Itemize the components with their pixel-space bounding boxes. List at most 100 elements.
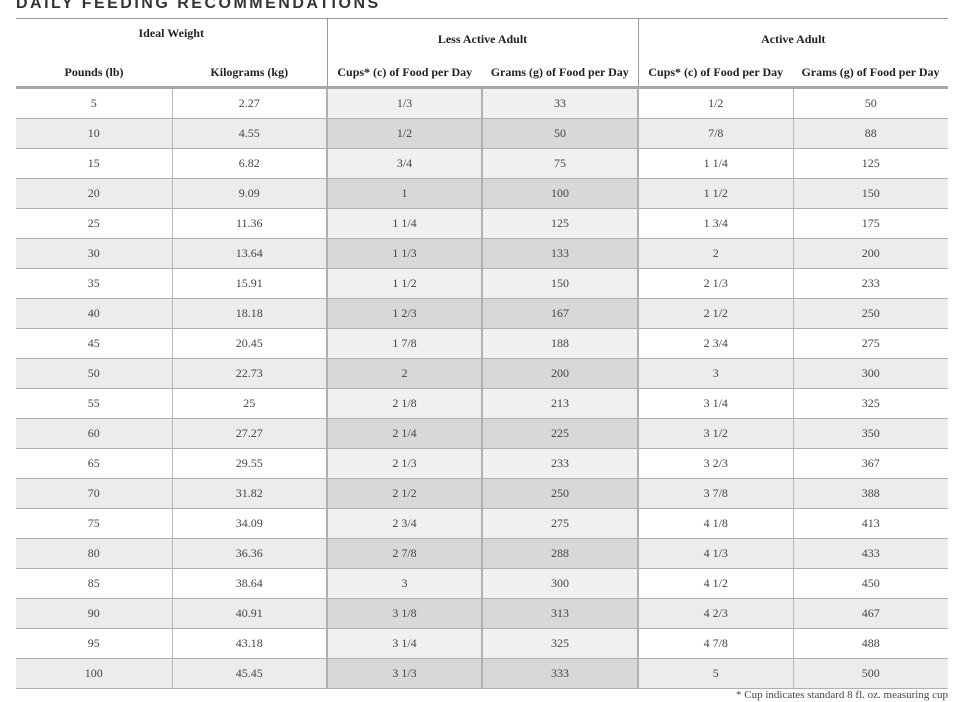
table-cell: 1 7/8 xyxy=(326,328,482,359)
table-cell: 36.36 xyxy=(171,538,327,569)
table-cell: 125 xyxy=(792,148,948,179)
feeding-table: Ideal Weight Less Active Adult Active Ad… xyxy=(16,18,948,689)
table-cell: 188 xyxy=(481,328,638,359)
table-cell: 300 xyxy=(792,358,948,389)
table-cell: 225 xyxy=(481,418,638,449)
table-cell: 40 xyxy=(16,298,172,329)
column-header: Grams (g) of Food per Day xyxy=(793,59,948,89)
table-cell: 133 xyxy=(481,238,638,269)
table-cell: 300 xyxy=(481,568,638,599)
table-cell: 1 1/4 xyxy=(326,208,482,239)
table-cell: 43.18 xyxy=(171,628,327,659)
column-header: Cups* (c) of Food per Day xyxy=(326,59,482,89)
table-cell: 22.73 xyxy=(171,358,327,389)
table-cell: 35 xyxy=(16,268,172,299)
table-cell: 45.45 xyxy=(171,658,327,689)
table-cell: 4 2/3 xyxy=(637,598,793,629)
table-cell: 29.55 xyxy=(171,448,327,479)
table-row: 5 2.27 1/3 33 1/2 50 xyxy=(16,87,948,119)
table-body: 5 2.27 1/3 33 1/2 50 10 4.55 1/2 50 7/8 88 15 6.82 3/4… xyxy=(16,87,948,689)
table-cell: 1 xyxy=(326,178,482,209)
table-cell: 85 xyxy=(16,568,172,599)
table-cell: 150 xyxy=(792,178,948,209)
table-cell: 3 xyxy=(637,358,793,389)
table-cell: 500 xyxy=(792,658,948,689)
table-row: 45 20.45 1 7/8 188 2 3/4 275 xyxy=(16,328,948,359)
table-cell: 1 1/2 xyxy=(326,268,482,299)
table-cell: 6.82 xyxy=(171,148,327,179)
table-cell: 31.82 xyxy=(171,478,327,509)
table-cell: 3 1/8 xyxy=(326,598,482,629)
group-header-ideal-weight: Ideal Weight xyxy=(138,26,204,40)
table-cell: 200 xyxy=(792,238,948,269)
table-cell: 18.18 xyxy=(171,298,327,329)
table-cell: 288 xyxy=(481,538,638,569)
table-cell: 25 xyxy=(171,388,327,419)
table-cell: 4 7/8 xyxy=(637,628,793,659)
column-header: Pounds (lb) xyxy=(16,59,172,89)
table-cell: 488 xyxy=(792,628,948,659)
table-cell: 60 xyxy=(16,418,172,449)
table-cell: 450 xyxy=(792,568,948,599)
table-cell: 50 xyxy=(792,87,948,119)
table-cell: 65 xyxy=(16,448,172,479)
table-cell: 20.45 xyxy=(171,328,327,359)
table-row: 85 38.64 3 300 4 1/2 450 xyxy=(16,568,948,599)
table-cell: 1/2 xyxy=(637,87,793,119)
table-row: 75 34.09 2 3/4 275 4 1/8 413 xyxy=(16,508,948,539)
table-cell: 2 1/2 xyxy=(637,298,793,329)
table-cell: 34.09 xyxy=(171,508,327,539)
column-header-row: Pounds (lb) Kilograms (kg) Cups* (c) of … xyxy=(16,59,948,89)
table-cell: 1/2 xyxy=(326,118,482,149)
table-row: 55 25 2 1/8 213 3 1/4 325 xyxy=(16,388,948,419)
table-cell: 167 xyxy=(481,298,638,329)
table-cell: 467 xyxy=(792,598,948,629)
group-header-active: Active Adult xyxy=(761,31,826,46)
table-cell: 50 xyxy=(481,118,638,149)
table-cell: 9.09 xyxy=(171,178,327,209)
table-cell: 388 xyxy=(792,478,948,509)
table-cell: 313 xyxy=(481,598,638,629)
table-cell: 1 1/4 xyxy=(637,148,793,179)
table-row: 10 4.55 1/2 50 7/8 88 xyxy=(16,118,948,149)
table-cell: 2 1/8 xyxy=(326,388,482,419)
table-cell: 100 xyxy=(481,178,638,209)
table-cell: 95 xyxy=(16,628,172,659)
table-cell: 75 xyxy=(16,508,172,539)
table-cell: 25 xyxy=(16,208,172,239)
table-cell: 2 1/3 xyxy=(326,448,482,479)
table-cell: 325 xyxy=(481,628,638,659)
table-cell: 3 2/3 xyxy=(637,448,793,479)
table-row: 100 45.45 3 1/3 333 5 500 xyxy=(16,658,948,689)
table-cell: 2 3/4 xyxy=(637,328,793,359)
column-header: Kilograms (kg) xyxy=(172,59,327,89)
table-cell: 100 xyxy=(16,658,172,689)
table-cell: 2 xyxy=(637,238,793,269)
table-cell: 3 xyxy=(326,568,482,599)
table-cell: 4 1/3 xyxy=(637,538,793,569)
table-cell: 75 xyxy=(481,148,638,179)
table-row: 60 27.27 2 1/4 225 3 1/2 350 xyxy=(16,418,948,449)
table-cell: 1 1/3 xyxy=(326,238,482,269)
footnote: * Cup indicates standard 8 fl. oz. measu… xyxy=(735,689,948,701)
column-header: Cups* (c) of Food per Day xyxy=(638,59,793,89)
table-cell: 70 xyxy=(16,478,172,509)
table-row: 40 18.18 1 2/3 167 2 1/2 250 xyxy=(16,298,948,329)
table-cell: 7/8 xyxy=(637,118,793,149)
table-cell: 15.91 xyxy=(171,268,327,299)
table-cell: 20 xyxy=(16,178,172,209)
table-cell: 275 xyxy=(481,508,638,539)
table-cell: 2 3/4 xyxy=(326,508,482,539)
table-cell: 250 xyxy=(481,478,638,509)
table-cell: 233 xyxy=(792,268,948,299)
table-cell: 50 xyxy=(16,358,172,389)
table-cell: 350 xyxy=(792,418,948,449)
table-row: 65 29.55 2 1/3 233 3 2/3 367 xyxy=(16,448,948,479)
table-cell: 1 2/3 xyxy=(326,298,482,329)
table-cell: 4 1/8 xyxy=(637,508,793,539)
table-cell: 10 xyxy=(16,118,172,149)
table-cell: 38.64 xyxy=(171,568,327,599)
table-row: 90 40.91 3 1/8 313 4 2/3 467 xyxy=(16,598,948,629)
table-cell: 55 xyxy=(16,388,172,419)
table-cell: 15 xyxy=(16,148,172,179)
